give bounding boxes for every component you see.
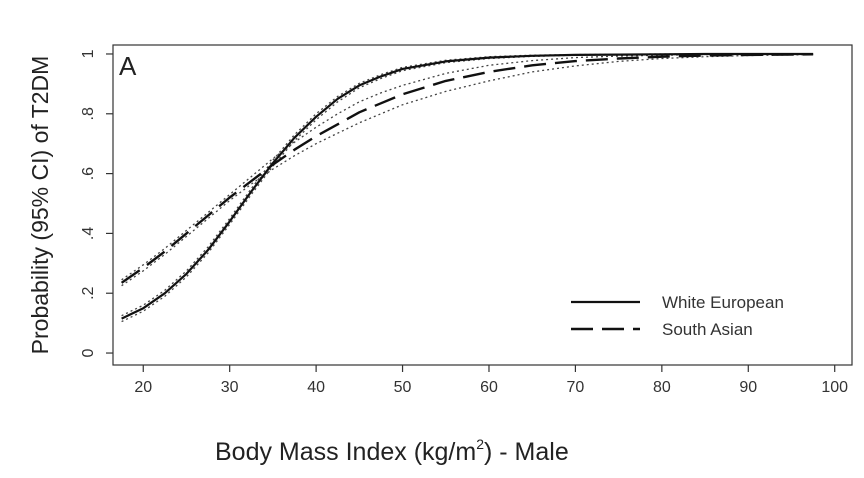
x-axis-title-main: Body Mass Index (kg/m bbox=[215, 438, 476, 466]
ci-line-upper bbox=[121, 53, 814, 317]
legend: White European South Asian bbox=[571, 293, 784, 339]
x-tick-label: 20 bbox=[134, 379, 152, 396]
x-tick-label: 60 bbox=[480, 379, 498, 396]
x-tick-label: 100 bbox=[821, 379, 848, 396]
x-axis-title: Body Mass Index (kg/m2) - Male bbox=[215, 436, 569, 466]
y-tick-label: 1 bbox=[80, 49, 97, 58]
series-lines bbox=[120, 52, 814, 320]
panel-label: A bbox=[119, 51, 137, 81]
plot-frame bbox=[112, 44, 853, 366]
y-tick-label: .2 bbox=[80, 286, 97, 299]
x-tick-label: 40 bbox=[307, 379, 325, 396]
x-axis: 20 30 40 50 60 70 80 90 100 bbox=[134, 365, 848, 396]
series-line-south-asian bbox=[120, 53, 814, 284]
legend-label: South Asian bbox=[662, 320, 753, 339]
x-tick-label: 50 bbox=[394, 379, 412, 396]
legend-label: White European bbox=[662, 293, 784, 312]
y-tick-label: .6 bbox=[80, 167, 97, 180]
x-tick-label: 80 bbox=[653, 379, 671, 396]
y-tick-label: .4 bbox=[80, 227, 97, 240]
x-tick-label: 70 bbox=[567, 379, 585, 396]
y-tick-label: .8 bbox=[80, 107, 97, 120]
series-line-white-european bbox=[121, 52, 814, 320]
x-tick-label: 30 bbox=[221, 379, 239, 396]
x-tick-label: 90 bbox=[739, 379, 757, 396]
y-axis-title: Probability (95% CI) of T2DM bbox=[27, 56, 53, 355]
ci-line-lower bbox=[121, 53, 814, 287]
x-axis-title-superscript: 2 bbox=[476, 436, 484, 452]
y-axis: 0 .2 .4 .6 .8 1 bbox=[80, 49, 113, 357]
y-tick-label: 0 bbox=[80, 348, 97, 357]
x-axis-title-suffix: ) - Male bbox=[484, 438, 569, 466]
